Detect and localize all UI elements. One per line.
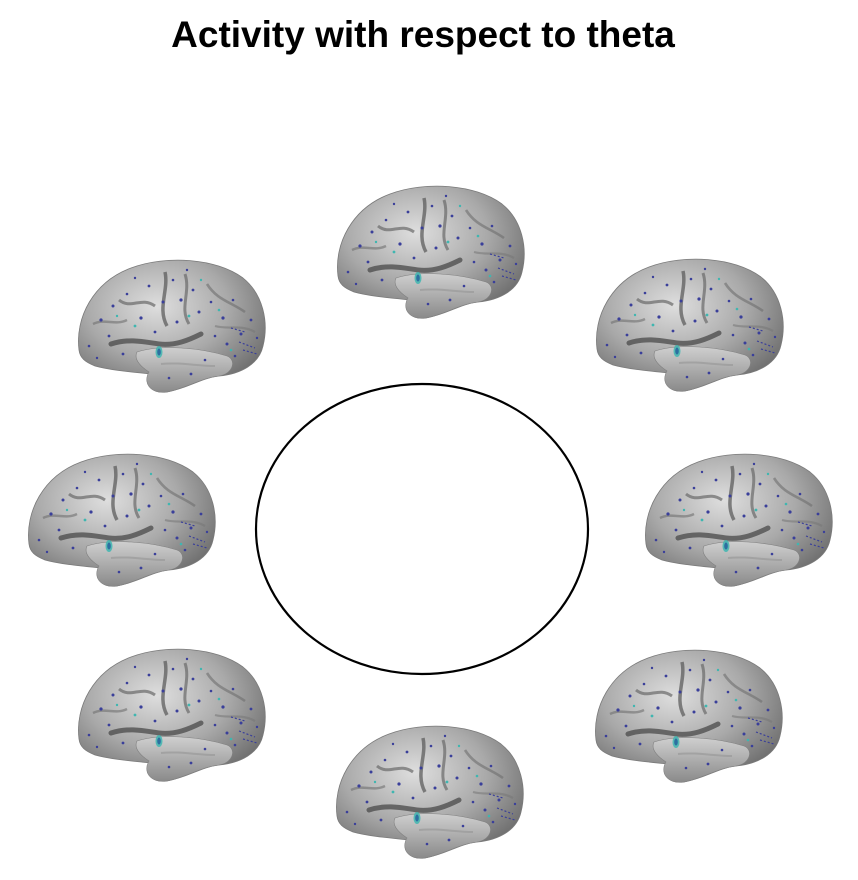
brain-view-left [28, 454, 215, 586]
brain-view-lower-left [78, 649, 265, 781]
brain-lateral-surface-icon [78, 649, 265, 781]
brain-lateral-surface-icon [596, 259, 783, 391]
brain-lateral-surface-icon [595, 650, 782, 782]
brain-lateral-surface-icon [28, 454, 215, 586]
figure-title: Activity with respect to theta [171, 14, 675, 55]
brain-lateral-surface-icon [645, 454, 832, 586]
brain-view-upper-right [596, 259, 783, 391]
brain-view-upper-left [78, 260, 265, 392]
brain-lateral-surface-icon [336, 726, 523, 858]
brain-lateral-surface-icon [78, 260, 265, 392]
brain-lateral-surface-icon [337, 186, 524, 318]
central-ring [254, 382, 590, 676]
brain-view-top [337, 186, 524, 318]
brain-view-bottom [336, 726, 523, 858]
brain-view-lower-right [595, 650, 782, 782]
brain-view-right [645, 454, 832, 586]
